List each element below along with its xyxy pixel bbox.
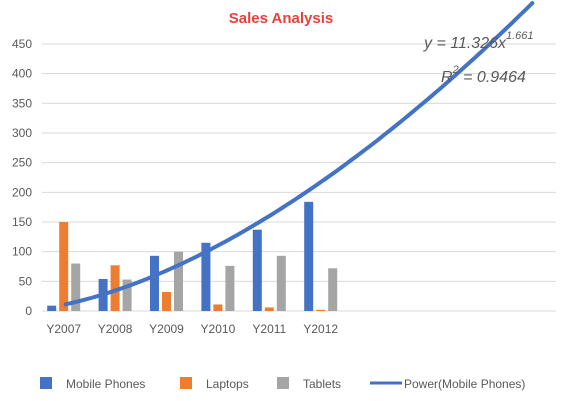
bar-mobile-phones: [150, 255, 159, 311]
x-tick-label: Y2008: [98, 322, 133, 336]
bar-laptops: [264, 307, 274, 311]
trendline-equation: y = 11.326x1.661 R2 = 0.9464: [423, 30, 534, 86]
bar-laptops: [213, 304, 223, 311]
bar-laptops: [162, 292, 171, 311]
legend-label: Tablets: [303, 377, 341, 391]
y-tick-label: 250: [12, 156, 32, 170]
x-tick-label: Y2007: [46, 322, 81, 336]
legend-label: Laptops: [206, 377, 249, 391]
bars: [47, 201, 338, 311]
bar-tablets: [174, 251, 183, 311]
legend-item: Laptops: [180, 377, 249, 391]
x-tick-label: Y2012: [303, 322, 338, 336]
y-tick-label: 50: [19, 274, 33, 288]
y-tick-label: 200: [12, 185, 32, 199]
y-tick-label: 350: [12, 96, 32, 110]
legend-item: Tablets: [277, 377, 341, 391]
bar-tablets: [328, 268, 338, 311]
x-tick-label: Y2009: [149, 322, 184, 336]
y-axis-ticks: 0 50 100 150 200 250 300 350 400 450: [12, 37, 32, 318]
legend-item: Mobile Phones: [40, 377, 145, 391]
y-tick-label: 400: [12, 67, 32, 81]
legend-item: Power(Mobile Phones): [370, 377, 525, 391]
x-tick-label: Y2011: [252, 322, 286, 336]
bar-tablets: [71, 263, 81, 311]
x-axis-ticks: Y2007 Y2008 Y2009 Y2010 Y2011 Y2012: [46, 322, 338, 336]
y-tick-label: 150: [12, 215, 32, 229]
bar-mobile-phones: [47, 305, 57, 311]
legend: Mobile Phones Laptops Tablets Power(Mobile …: [40, 377, 525, 391]
x-tick-label: Y2010: [201, 322, 236, 336]
trendline-power-mobile-phones: [63, 1, 535, 307]
trendline-equation-text: y = 11.326x1.661: [423, 30, 534, 52]
bar-mobile-phones: [252, 229, 262, 311]
chart-title: Sales Analysis: [229, 10, 334, 27]
bar-mobile-phones: [304, 201, 314, 311]
y-tick-label: 0: [25, 304, 32, 318]
y-tick-label: 300: [12, 126, 32, 140]
legend-label: Mobile Phones: [66, 377, 145, 391]
legend-swatch: [40, 377, 52, 389]
trendline-r2-text: R2 = 0.9464: [441, 64, 526, 86]
bar-laptops: [316, 309, 326, 311]
legend-label: Power(Mobile Phones): [404, 377, 525, 391]
legend-swatch: [277, 377, 289, 389]
bar-laptops: [59, 222, 69, 311]
bar-mobile-phones: [201, 242, 211, 311]
bar-tablets: [122, 279, 132, 311]
bar-tablets: [225, 265, 235, 311]
y-tick-label: 450: [12, 37, 32, 51]
y-tick-label: 100: [12, 245, 32, 259]
bar-laptops: [110, 265, 120, 311]
legend-swatch: [180, 377, 192, 389]
bar-tablets: [276, 255, 286, 311]
trendline-layer: [63, 1, 535, 307]
